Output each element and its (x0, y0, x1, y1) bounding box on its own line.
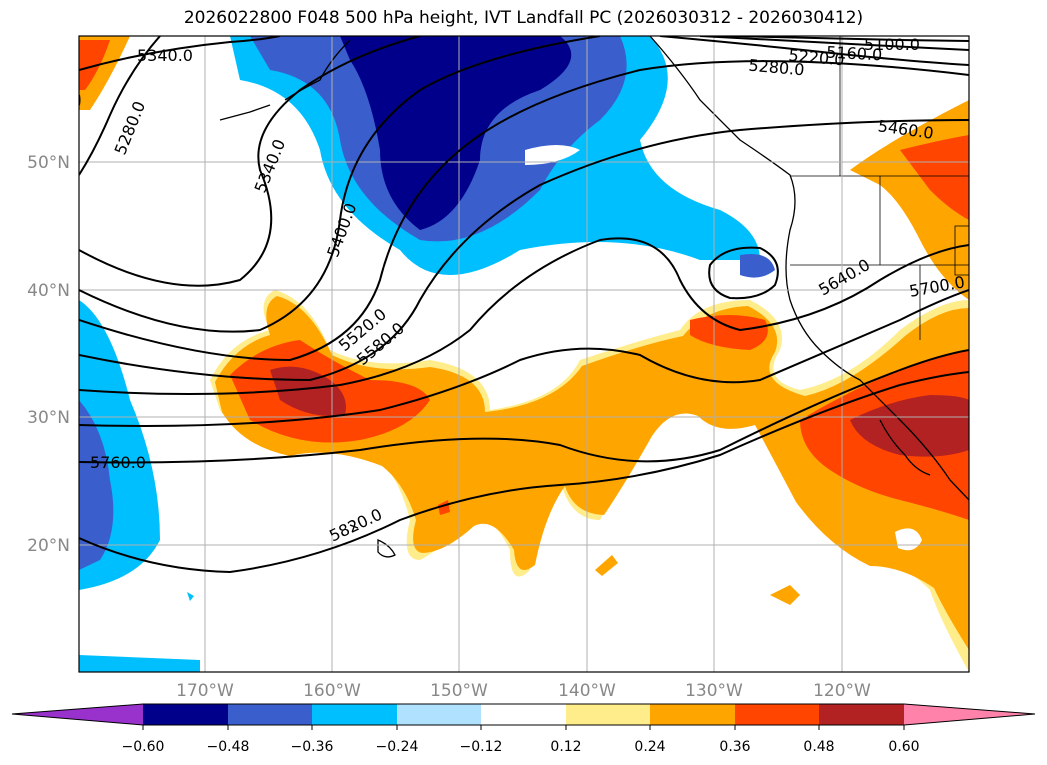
colorbar-tick: −0.60 (122, 739, 165, 755)
lon-label: 120°W (813, 681, 871, 701)
colorbar-segment (650, 704, 735, 725)
contour-label: 5160.0 (826, 43, 883, 65)
plot-frame (78, 35, 970, 673)
lat-label: 20°N (27, 536, 70, 556)
colorbar-segment (143, 704, 228, 725)
positive-ivt-region (210, 100, 969, 672)
longitude-labels: 170°W 160°W 150°W 140°W 130°W 120°W (176, 681, 871, 701)
lon-label: 140°W (558, 681, 616, 701)
contour-label: 5340.0 (137, 46, 193, 65)
lat-label: 30°N (27, 408, 70, 428)
colorbar-segment (566, 704, 650, 725)
colorbar-tick: −0.36 (291, 739, 334, 755)
lat-label: 50°N (27, 153, 70, 173)
boundary-lines (790, 36, 969, 340)
map-title: 2026022800 F048 500 hPa height, IVT Land… (183, 8, 864, 28)
colorbar-tick: −0.24 (376, 739, 419, 755)
contour-label: 5100.0 (864, 35, 920, 54)
colorbar: −0.60 −0.48 −0.36 −0.24 −0.12 0.12 0.24 … (11, 703, 1036, 755)
lon-label: 170°W (176, 681, 234, 701)
colorbar-segment (312, 704, 397, 725)
colorbar-tick: 0.36 (719, 739, 750, 755)
lon-label: 150°W (430, 681, 488, 701)
colorbar-tick: 0.48 (803, 739, 834, 755)
height-contours (79, 36, 969, 574)
colorbar-segment (397, 704, 481, 725)
gridlines (79, 36, 969, 672)
contour-label: 5760.0 (90, 453, 146, 472)
lon-label: 130°W (685, 681, 743, 701)
lon-label: 160°W (303, 681, 361, 701)
colorbar-extend-high (904, 704, 1035, 725)
latitude-labels: 50°N 40°N 30°N 20°N (27, 153, 70, 556)
negative-ivt-region (79, 36, 775, 672)
colorbar-tick: −0.48 (207, 739, 250, 755)
colorbar-segment (481, 704, 566, 725)
colorbar-tick: 0.60 (888, 739, 919, 755)
contour-label: 5280.0 (748, 56, 805, 80)
colorbar-tick: 0.24 (634, 739, 665, 755)
contour-label: 5220.0 (788, 46, 845, 70)
colorbar-extend-low (12, 704, 143, 725)
colorbar-segment (735, 704, 819, 725)
colorbar-segment (819, 704, 904, 725)
colorbar-tick: −0.12 (460, 739, 503, 755)
colorbar-tick: 0.12 (550, 739, 581, 755)
colorbar-segment (228, 704, 312, 725)
lat-label: 40°N (27, 281, 70, 301)
